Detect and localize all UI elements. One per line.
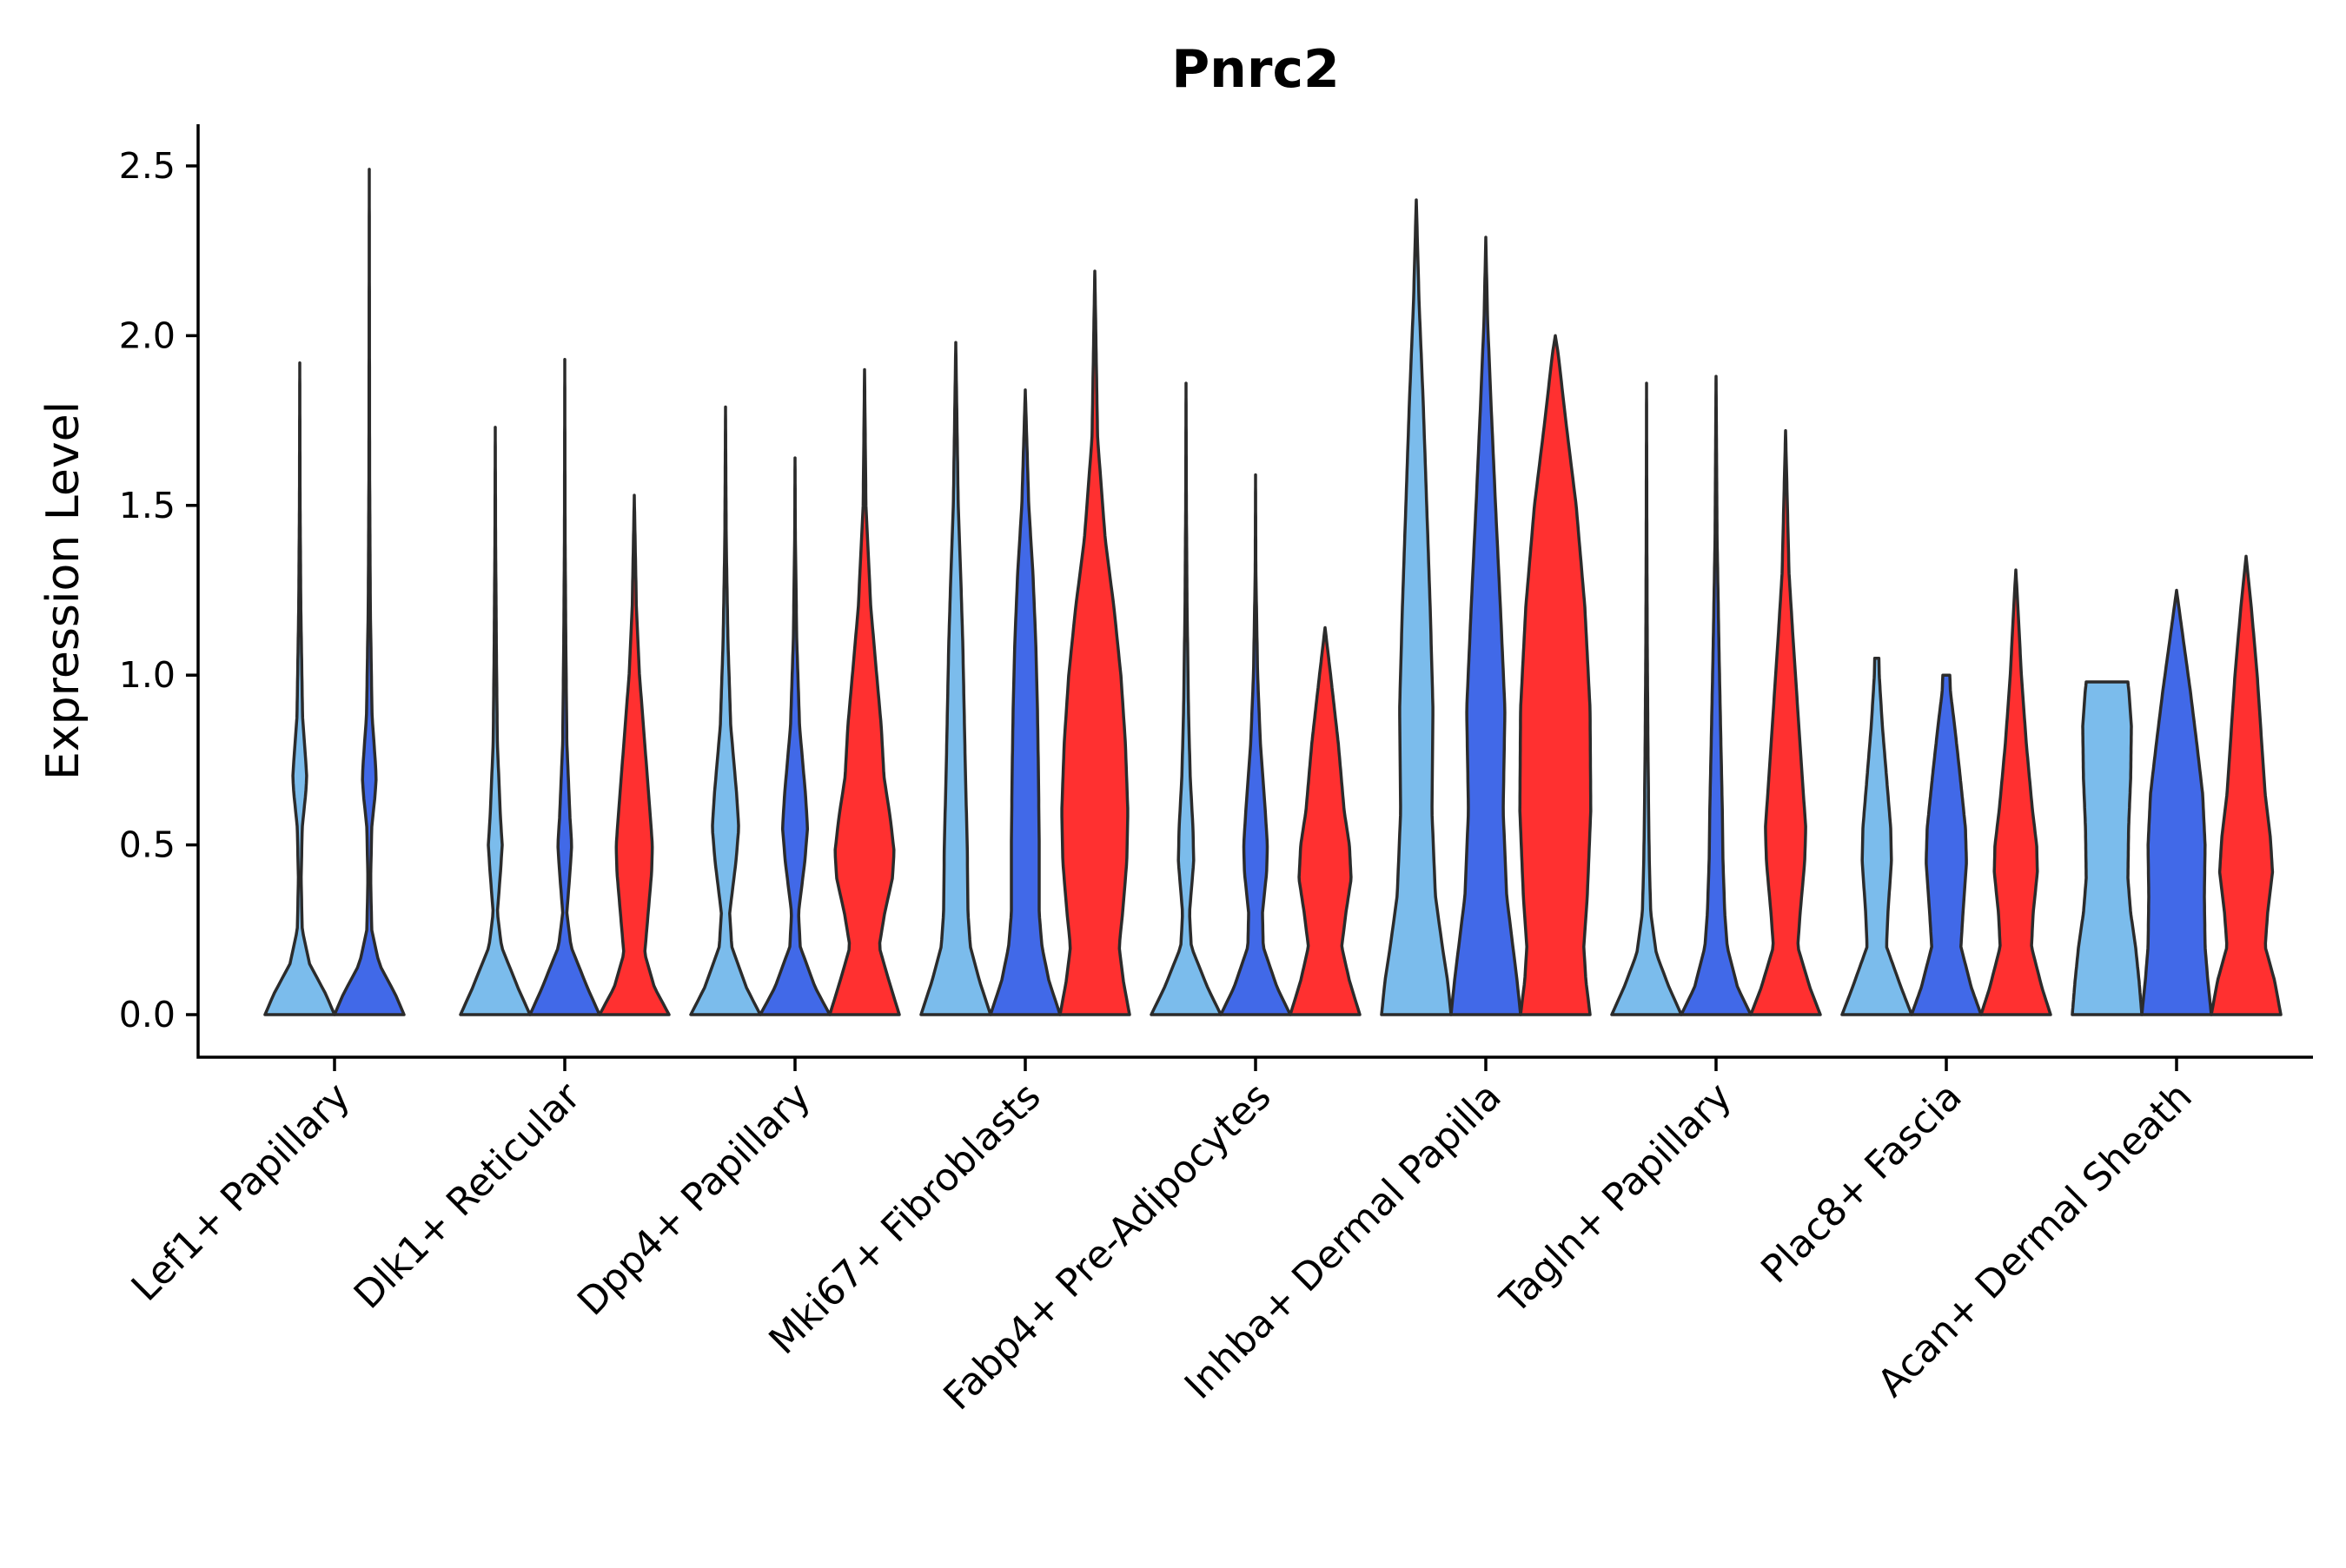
violin-4-2 (989, 388, 1062, 1016)
violin-6-3 (1518, 334, 1593, 1016)
x-tick-label: Tagln+ Papillary (1492, 1075, 1740, 1323)
y-axis-label: Expression Level (37, 401, 89, 780)
violin-8-2 (1910, 673, 1983, 1016)
violin-2-2 (528, 358, 601, 1016)
x-tick-label: Lef1+ Papillary (123, 1075, 359, 1310)
violin-5-3 (1289, 625, 1362, 1016)
violin-3-2 (759, 456, 832, 1016)
violin-9-2 (2140, 588, 2213, 1016)
violin-7-3 (1749, 429, 1822, 1016)
violin-1-2 (333, 168, 406, 1016)
violin-7-2 (1680, 374, 1753, 1016)
violin-6-2 (1449, 235, 1522, 1016)
x-tick-label: Plac8+ Fascia (1753, 1075, 1971, 1293)
violin-2-1 (459, 426, 532, 1016)
y-tick-label: 2.5 (119, 145, 176, 187)
violin-6-1 (1380, 198, 1453, 1016)
violin-3-3 (828, 367, 901, 1016)
violin-2-3 (598, 493, 671, 1016)
axes-frame (196, 124, 2313, 1059)
violin-7-1 (1610, 381, 1683, 1016)
violin-1-1 (263, 361, 336, 1016)
violin-8-3 (1979, 568, 2052, 1016)
violins-layer (263, 168, 2283, 1016)
y-tick-label: 2.0 (119, 314, 176, 356)
violin-4-1 (919, 341, 992, 1016)
y-axis: 0.0 0.5 1.0 1.5 2.0 2.5 (119, 145, 198, 1035)
y-tick-label: 0.5 (119, 824, 176, 866)
violin-5-2 (1219, 473, 1292, 1016)
violin-4-3 (1058, 269, 1131, 1016)
chart-title: Pnrc2 (1171, 39, 1340, 100)
x-tick-label: Dpp4+ Papillary (569, 1075, 819, 1325)
y-tick-label: 0.0 (119, 994, 176, 1035)
violin-5-1 (1150, 381, 1223, 1016)
x-tick-label: Dlk1+ Reticular (346, 1074, 590, 1318)
y-tick-label: 1.0 (119, 654, 176, 696)
violin-3-1 (689, 405, 762, 1016)
violin-9-3 (2210, 554, 2283, 1016)
y-tick-label: 1.5 (119, 485, 176, 526)
violin-8-1 (1840, 656, 1913, 1016)
violin-9-1 (2071, 680, 2144, 1016)
